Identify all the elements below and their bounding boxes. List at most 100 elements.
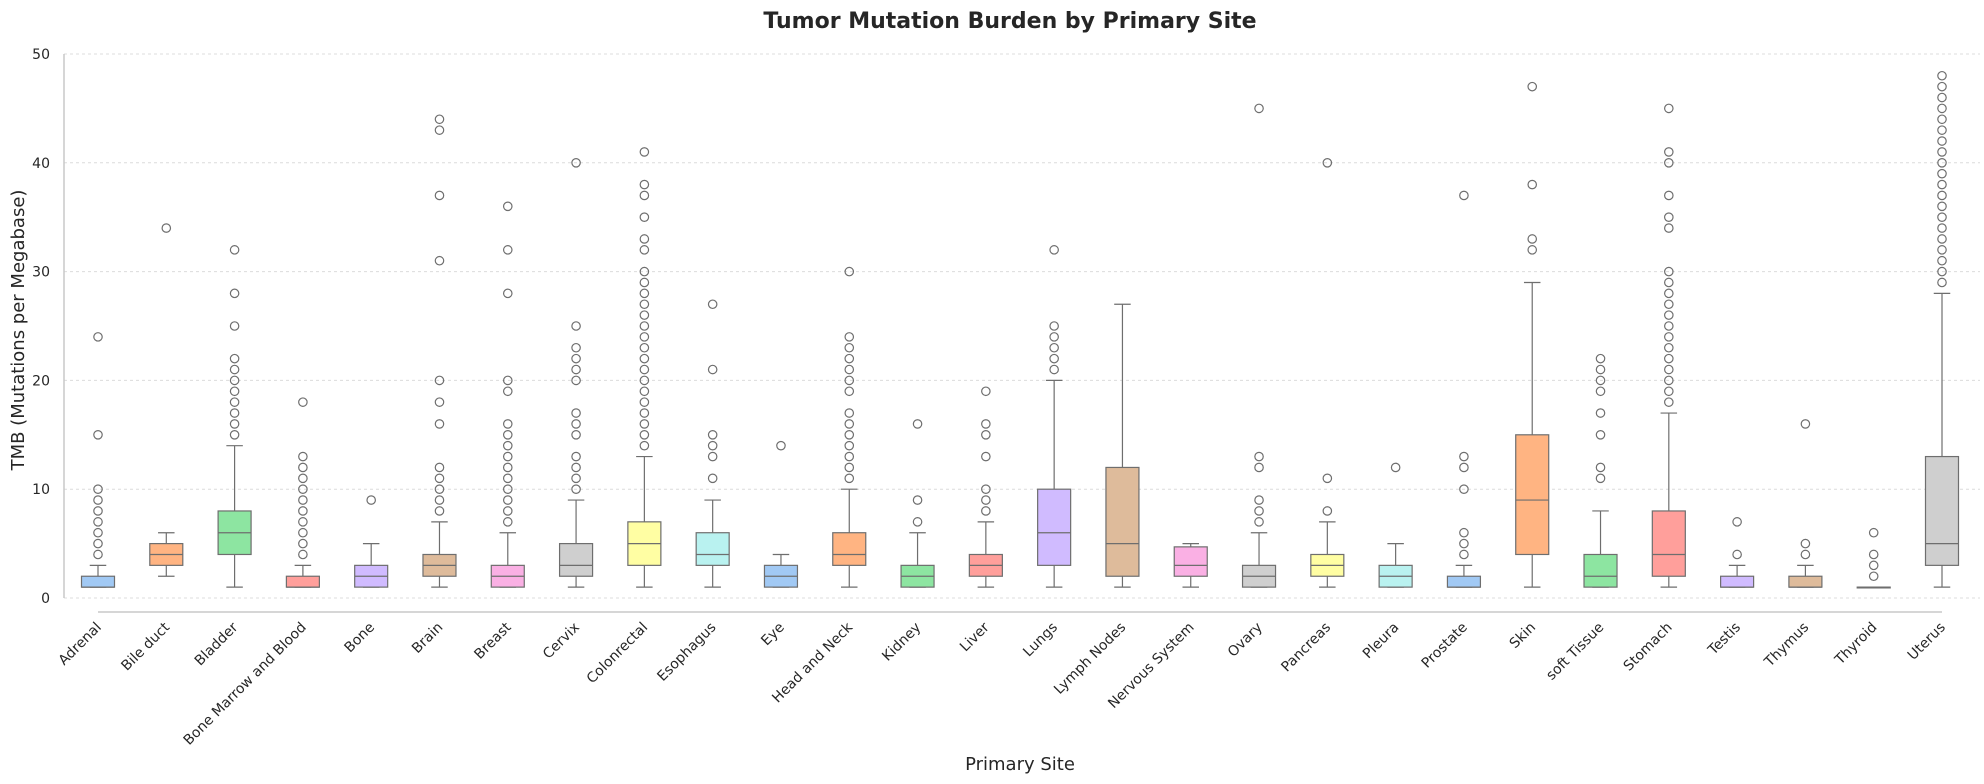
box-group [1446, 190, 1482, 588]
box-group [1924, 70, 1960, 588]
outlier-point [571, 408, 581, 418]
x-tick-label: Stomach [1621, 620, 1676, 675]
x-axis-label: Primary Site [965, 754, 1075, 775]
outlier-point [639, 266, 650, 277]
box-group [1788, 419, 1823, 588]
outlier-point [1390, 462, 1401, 473]
outlier-point [1664, 397, 1674, 407]
outlier-point [298, 473, 308, 484]
box-group [422, 114, 457, 588]
outlier-point [639, 277, 650, 288]
outlier-point [1527, 234, 1538, 244]
outlier-point [1664, 321, 1674, 331]
outlier-point [844, 451, 855, 462]
outlier-point [639, 353, 650, 364]
outlier-point [571, 419, 581, 429]
outlier-point [912, 517, 923, 527]
outlier-point [298, 462, 308, 473]
outlier-point [639, 386, 650, 397]
y-tick-label: 40 [32, 156, 50, 172]
outlier-point [229, 386, 240, 397]
outlier-point [1595, 386, 1606, 397]
x-tick-label: soft Tissue [1543, 620, 1607, 684]
outlier-point [1664, 386, 1674, 397]
box-group [1720, 517, 1755, 588]
outlier-point [639, 342, 650, 353]
box-group [1515, 81, 1550, 588]
outlier-point [434, 114, 445, 125]
outlier-point [571, 353, 581, 364]
outlier-point [298, 484, 308, 494]
outlier-point [639, 375, 650, 386]
outlier-point [93, 517, 103, 527]
outlier-point [502, 419, 513, 429]
outlier-point [1800, 419, 1811, 429]
box-group [1378, 462, 1413, 588]
outlier-point [1937, 103, 1947, 114]
x-tick-label: Pancreas [1278, 620, 1334, 676]
box-iqr [1515, 434, 1550, 556]
outlier-point [981, 484, 991, 494]
outlier-point [298, 495, 308, 505]
outlier-point [1595, 353, 1606, 364]
outlier-point [298, 397, 308, 407]
outlier-point [844, 364, 855, 375]
outlier-point [1937, 158, 1947, 168]
outlier-point [434, 375, 445, 386]
outlier-point [571, 321, 581, 331]
outlier-point [1937, 212, 1947, 222]
outlier-point [1937, 266, 1947, 277]
outlier-point [776, 440, 786, 451]
y-tick-label: 30 [32, 265, 50, 281]
outlier-point [1459, 190, 1469, 201]
y-tick-label: 0 [41, 591, 50, 607]
outlier-point [1937, 190, 1947, 201]
outlier-point [912, 495, 923, 505]
box-iqr [1651, 510, 1686, 577]
outlier-point [707, 440, 718, 451]
box-iqr [1446, 575, 1482, 588]
outlier-point [844, 440, 855, 451]
x-tick-label: Adrenal [56, 620, 105, 669]
box-iqr [1037, 488, 1072, 566]
outlier-point [1937, 136, 1947, 146]
outlier-point [502, 440, 513, 451]
x-tick-label: Thyroid [1831, 620, 1880, 669]
outlier-point [1049, 364, 1059, 375]
box-group [285, 397, 320, 588]
outlier-point [1322, 473, 1333, 484]
box-group [627, 147, 662, 588]
outlier-point [93, 506, 103, 516]
outlier-point [502, 201, 513, 212]
outlier-point [1595, 429, 1606, 440]
outlier-point [1664, 375, 1674, 386]
outlier-point [707, 429, 718, 440]
outlier-point [502, 375, 513, 386]
outlier-point [639, 429, 650, 440]
x-tick-label: Bile duct [118, 619, 173, 674]
outlier-point [1664, 266, 1674, 277]
outlier-point [434, 484, 445, 494]
outlier-point [1322, 158, 1333, 168]
outlier-point [639, 440, 650, 451]
outlier-point [844, 375, 855, 386]
outlier-point [1800, 538, 1811, 549]
outlier-point [434, 190, 445, 201]
outlier-point [639, 299, 650, 310]
outlier-point [639, 179, 650, 190]
outlier-point [981, 451, 991, 462]
outlier-point [1937, 223, 1947, 233]
outlier-point [366, 495, 376, 505]
outlier-point [434, 397, 445, 407]
x-tick-label: Lymph Nodes [1051, 620, 1129, 698]
outlier-point [1459, 538, 1469, 549]
outlier-point [1595, 364, 1606, 375]
outlier-point [1254, 451, 1264, 462]
outlier-point [1664, 212, 1674, 222]
x-tick-label: Kidney [879, 620, 924, 665]
outlier-point [1459, 462, 1469, 473]
x-tick-label: Eye [758, 620, 788, 650]
outlier-point [1937, 147, 1947, 157]
outlier-point [1664, 364, 1674, 375]
